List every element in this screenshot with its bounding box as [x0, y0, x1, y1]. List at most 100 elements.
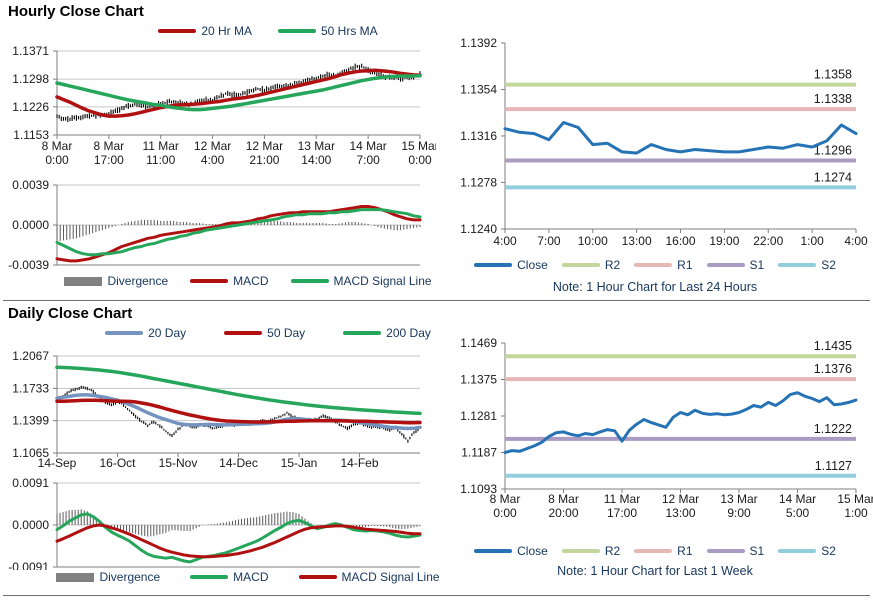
legend-swatch-icon [778, 263, 817, 267]
hourly-section-title: Hourly Close Chart [8, 3, 144, 20]
bottom-divider [3, 595, 870, 596]
legend-item-divergence: Divergence [64, 274, 168, 288]
legend-label: S1 [749, 544, 765, 558]
x-axis-label: 22:00 [753, 234, 783, 248]
x-axis-label: 8 Mar [548, 492, 579, 506]
series-MACD [55, 512, 422, 564]
legend-label: MACD [233, 274, 269, 288]
level-label-R2: 1.1435 [814, 339, 852, 353]
y-axis-label: 1.1469 [460, 336, 497, 350]
legend-item-macd: MACD [190, 570, 269, 584]
legend-swatch-icon [298, 575, 337, 579]
y-axis-label: 1.1298 [12, 72, 49, 86]
y-axis-label: 1.1392 [460, 36, 497, 50]
y-axis-label: 0.0091 [12, 476, 49, 490]
daily-macd-chart: 0.0091 0.0000 -0.0091 [0, 476, 436, 575]
legend-swatch-icon [343, 331, 382, 335]
legend-item-macd-signal-line: MACD Signal Line [290, 274, 432, 288]
legend-label: R2 [604, 544, 621, 558]
y-axis-label: 1.1733 [12, 381, 49, 395]
legend-label: 20 Hr MA [201, 24, 252, 38]
legend-label: MACD [233, 570, 269, 584]
y-axis-label: 1.1399 [12, 414, 49, 428]
x-axis-label: 15 Mar [401, 139, 436, 153]
series-MACD Signal Line [55, 523, 422, 559]
level-label-S2: 1.1274 [814, 170, 852, 184]
x-axis-label: 14-Dec [219, 456, 258, 470]
x-axis-label: 8 Mar [94, 139, 125, 153]
legend-label: S1 [749, 258, 765, 272]
legend-item-s1: S1 [706, 258, 765, 272]
legend-label: Divergence [99, 570, 161, 584]
legend-label: R1 [677, 258, 693, 272]
legend-label: 20 Day [148, 326, 187, 340]
x-axis-label: 11 Mar [604, 492, 640, 506]
hourly-macd-legend: Divergence MACD MACD Signal Line [0, 274, 466, 288]
legend-label: Divergence [107, 274, 169, 288]
legend-swatch-icon [224, 331, 263, 335]
y-axis-label: 1.1187 [461, 446, 497, 460]
legend-label: S2 [821, 544, 836, 558]
y-axis-label: 1.2067 [12, 349, 49, 363]
level-label-S2: 1.1127 [815, 459, 852, 473]
daily-price-legend: 20 Day 50 Day 200 Day [0, 326, 486, 340]
legend-swatch-icon [561, 263, 600, 267]
legend-item-macd-signal-line: MACD Signal Line [298, 570, 440, 584]
hourly-price-chart: 1.1371 1.1298 1.1226 1.1153 8 Mar 0:00 8 Mar 17… [0, 40, 438, 183]
legend-label: Close [517, 258, 548, 272]
legend-swatch-icon [474, 263, 513, 267]
x-axis-label: 13 Mar [720, 492, 757, 506]
level-label-R2: 1.1358 [814, 68, 852, 82]
series-Close [503, 121, 858, 155]
x-axis-label: 14 Mar [349, 139, 386, 153]
legend-item-200-day: 200 Day [343, 326, 431, 340]
legend-swatch-icon [290, 279, 329, 283]
x-axis-label: 0:00 [493, 506, 517, 520]
y-axis-label: 1.1240 [460, 222, 497, 236]
level-label-S1: 1.1296 [814, 143, 852, 157]
legend-swatch-icon [706, 263, 745, 267]
hourly-note: Note: 1 Hour Chart for Last 24 Hours [552, 280, 758, 294]
y-axis-label: 1.1375 [460, 373, 497, 387]
legend-item-divergence: Divergence [56, 570, 160, 584]
hourly-macd-chart: 0.0039 0.0000 -0.0039 [0, 178, 436, 275]
legend-item-20-day: 20 Day [105, 326, 186, 340]
daily-price-chart: 1.2067 1.1733 1.1399 1.1065 14-Sep 16-Oct 15-N… [0, 344, 436, 481]
legend-swatch-icon [190, 575, 229, 579]
y-axis-label: 1.1093 [460, 482, 497, 496]
legend-item-r2: R2 [561, 544, 621, 558]
legend-swatch-icon [64, 276, 103, 286]
legend-item-s2: S2 [778, 258, 836, 272]
hourly-sr-legend: Close R2 R1 S1 S2 [437, 258, 873, 272]
legend-label: S2 [821, 258, 836, 272]
y-axis-label: 0.0000 [12, 218, 49, 232]
level-label-R1: 1.1338 [814, 92, 852, 106]
series-Close [503, 391, 858, 454]
legend-swatch-icon [474, 549, 513, 553]
daily-macd-svg: 0.0091 0.0000 -0.0091 [8, 476, 422, 574]
x-axis-label: 14-Sep [38, 456, 77, 470]
legend-label: MACD Signal Line [333, 274, 432, 288]
y-axis-label: 1.1371 [12, 44, 49, 58]
legend-swatch-icon [105, 331, 144, 335]
legend-swatch-icon [278, 29, 316, 33]
hourly-sr-chart: 1.1392 1.1354 1.1316 1.1278 1.1240 4:00 7:00 10… [437, 28, 873, 259]
x-axis-label: 4:00 [493, 234, 517, 248]
series-20 Hr MA [55, 68, 422, 118]
series-MACD Signal Line [55, 208, 422, 257]
y-axis-label: -0.0039 [8, 258, 49, 270]
y-axis-label: 0.0000 [12, 518, 49, 532]
x-axis-label: 13:00 [622, 234, 652, 248]
x-axis-label: 5:00 [786, 506, 810, 520]
legend-swatch-icon [561, 549, 600, 553]
y-axis-label: 1.1153 [13, 128, 49, 142]
x-axis-label: 20:00 [548, 506, 578, 520]
x-axis-label: 12 Mar [662, 492, 699, 506]
legend-label: MACD Signal Line [341, 570, 440, 584]
series-50 Day [55, 398, 422, 425]
y-axis-label: 1.1281 [460, 409, 497, 423]
daily-note: Note: 1 Hour Chart for Last 1 Week [557, 564, 753, 578]
section-divider [3, 300, 870, 301]
